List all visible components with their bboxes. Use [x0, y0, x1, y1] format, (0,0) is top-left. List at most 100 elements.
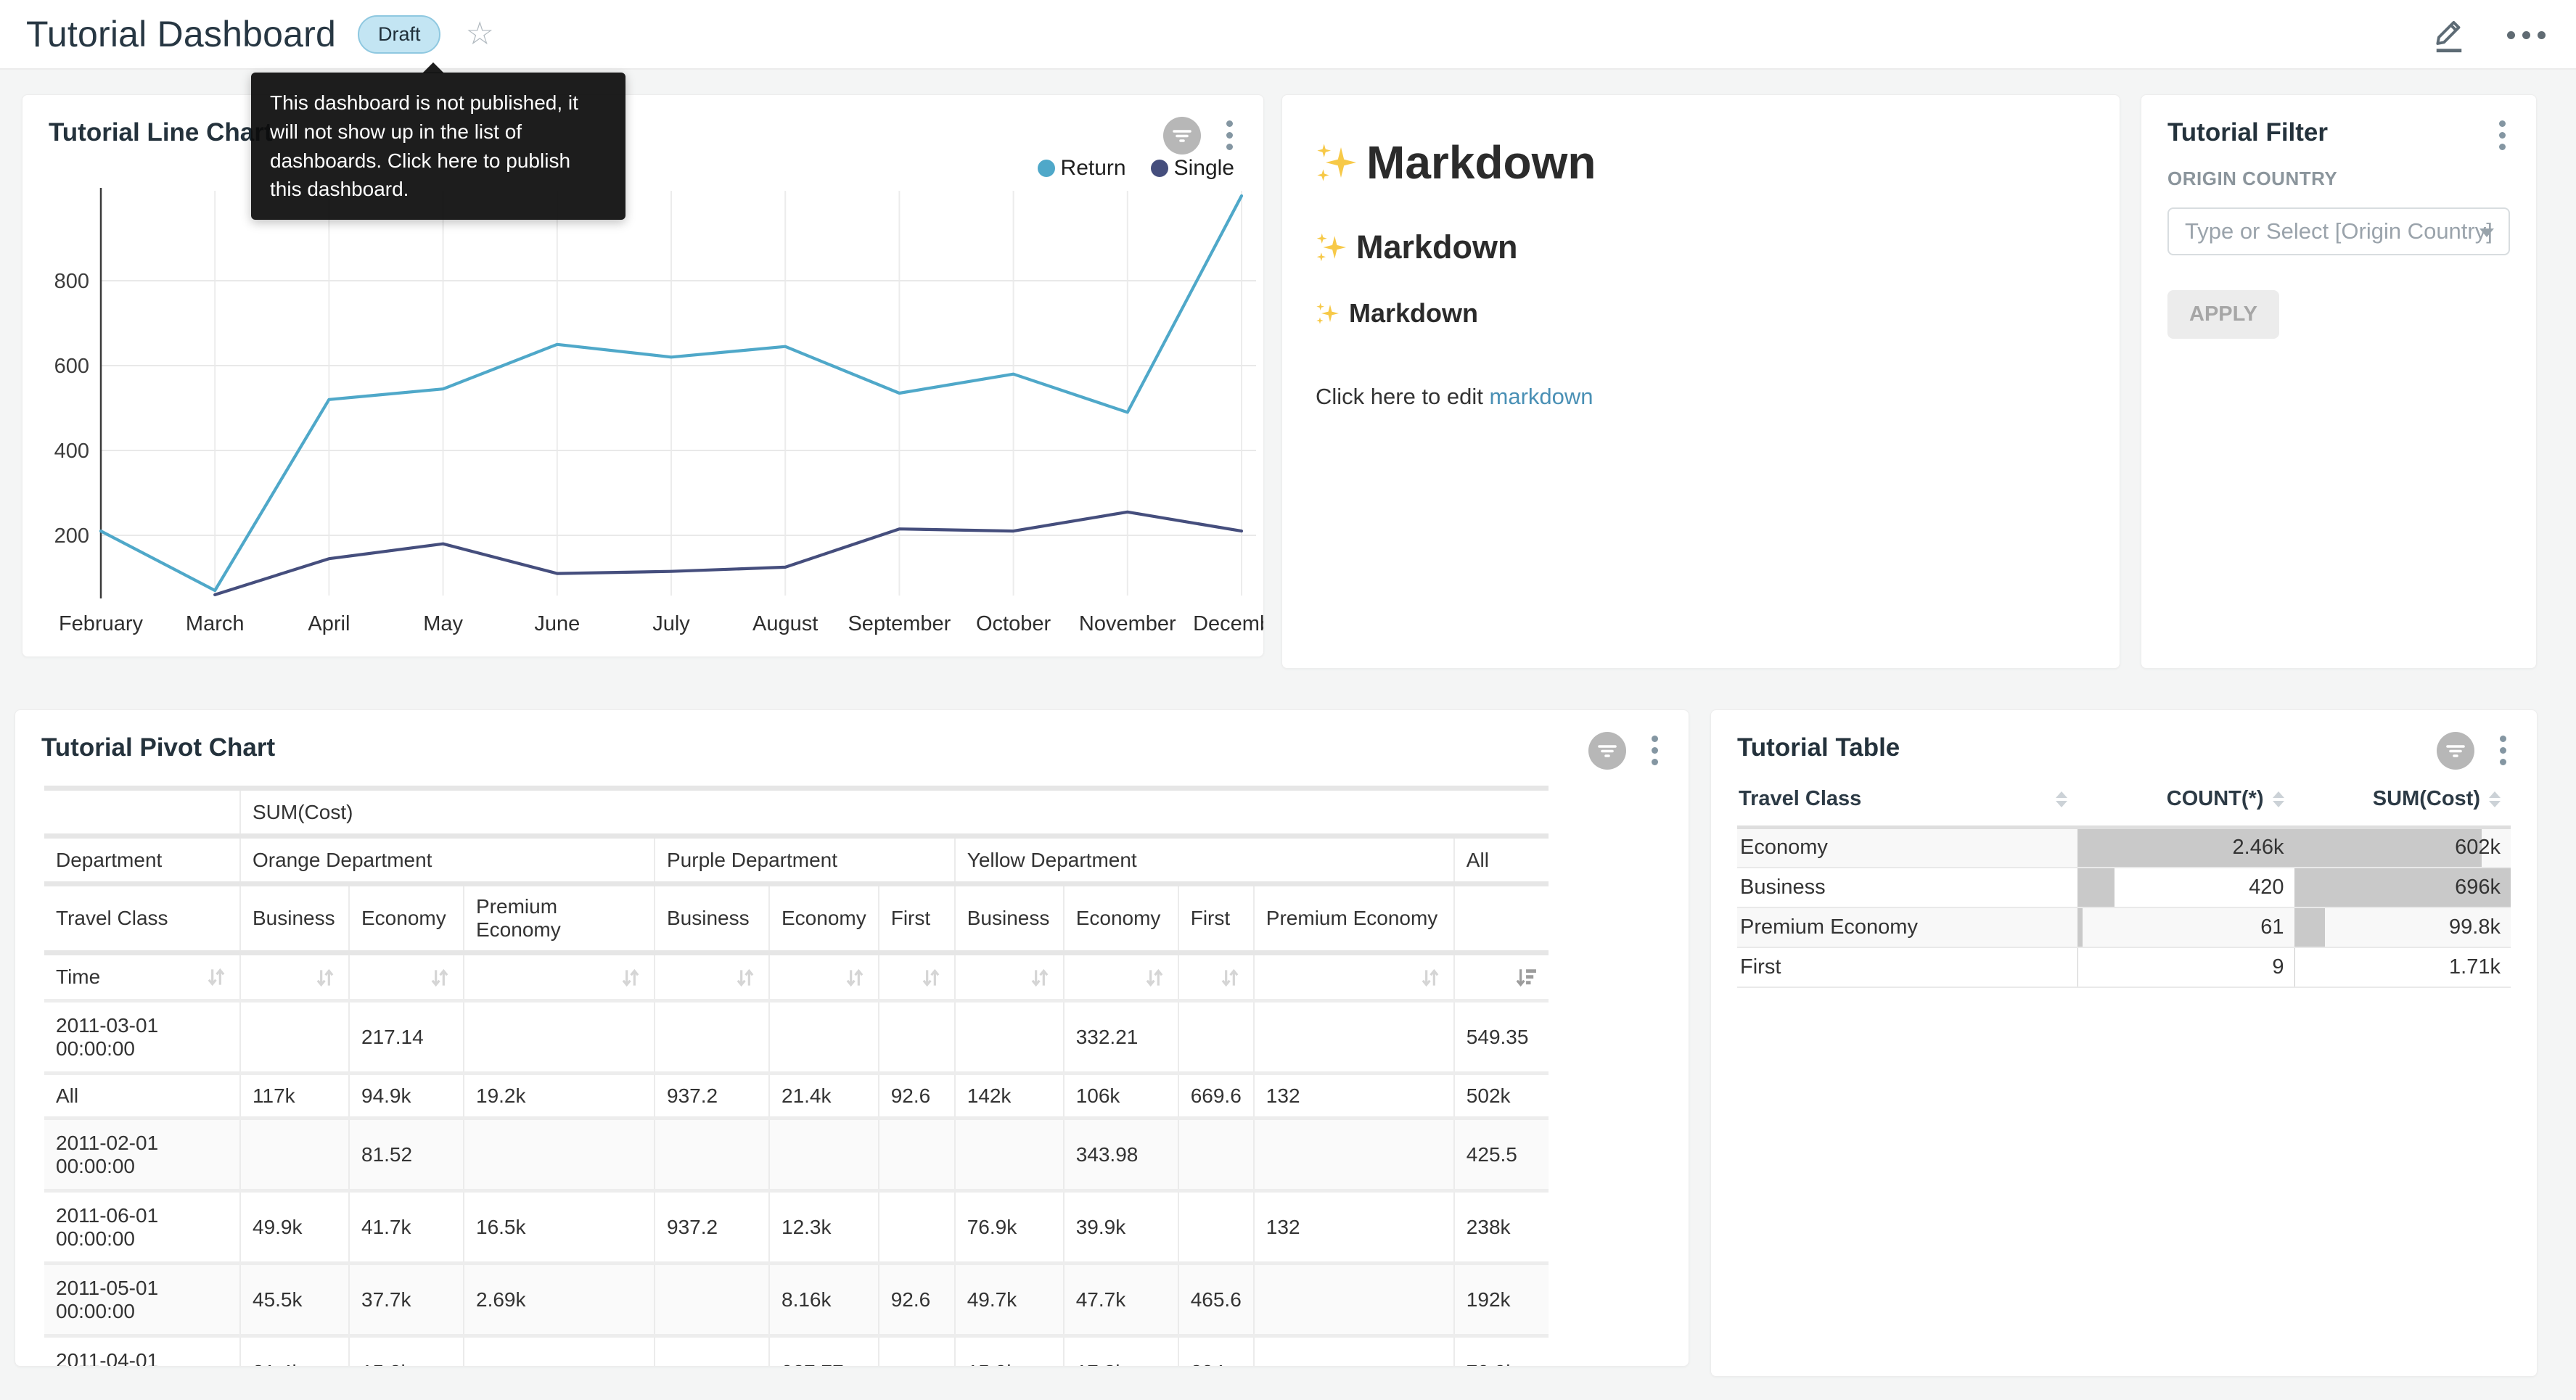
pivot-class-header: Business — [655, 884, 769, 953]
pivot-cell — [655, 1001, 769, 1074]
pivot-cell — [955, 1001, 1064, 1074]
apply-button[interactable]: APPLY — [2167, 290, 2279, 339]
pivot-cell: 15.9k — [955, 1336, 1064, 1367]
line-chart-panel: Tutorial Line Chart ReturnSingle 2004006… — [22, 94, 1264, 657]
svg-text:December: December — [1193, 612, 1263, 635]
pivot-sort-cell — [655, 953, 769, 1001]
pivot-cell — [769, 1001, 879, 1074]
sort-icon[interactable] — [2056, 791, 2067, 807]
sparkles-icon — [1316, 232, 1346, 263]
pivot-cell — [655, 1336, 769, 1367]
pivot-class-header: Economy — [769, 884, 879, 953]
count-bar — [2077, 908, 2083, 947]
pivot-cell — [655, 1119, 769, 1191]
svg-text:August: August — [752, 612, 818, 635]
pivot-col-header: Travel Class — [44, 884, 240, 953]
pivot-cell: 204 — [1178, 1336, 1254, 1367]
sort-icon[interactable] — [205, 965, 228, 989]
svg-text:800: 800 — [54, 270, 89, 293]
kebab-menu-icon[interactable] — [2494, 728, 2512, 773]
markdown-edit-link[interactable]: markdown — [1490, 384, 1593, 409]
sort-icon[interactable] — [734, 966, 757, 989]
pivot-group-header: Purple Department — [655, 836, 955, 884]
kebab-menu-icon[interactable] — [2493, 112, 2511, 158]
origin-country-select[interactable]: Type or Select [Origin Country] — [2167, 207, 2510, 255]
pivot-cell — [240, 1001, 349, 1074]
legend-item-single[interactable]: Single — [1151, 156, 1234, 181]
pivot-chart-panel: Tutorial Pivot Chart SUM(Cost)Department… — [15, 709, 1689, 1367]
sum-bar — [2294, 829, 2482, 867]
svg-text:400: 400 — [54, 440, 89, 463]
legend-item-return[interactable]: Return — [1038, 156, 1126, 181]
sort-icon[interactable] — [1143, 966, 1166, 989]
kebab-menu-icon[interactable] — [1646, 728, 1664, 773]
kebab-menu-icon[interactable] — [1221, 112, 1239, 158]
pivot-cell: 94.9k — [349, 1074, 464, 1119]
pivot-sort-cell — [955, 953, 1064, 1001]
edit-pencil-icon[interactable] — [2430, 13, 2468, 57]
pivot-class-header: Economy — [349, 884, 464, 953]
sum-bar — [2294, 908, 2326, 947]
pivot-cell — [464, 1336, 655, 1367]
svg-text:June: June — [534, 612, 580, 635]
legend-label: Single — [1174, 156, 1234, 181]
sort-icon[interactable] — [619, 966, 642, 989]
svg-text:November: November — [1079, 612, 1176, 635]
sort-icon[interactable] — [1419, 966, 1442, 989]
column-header-travel-class[interactable]: Travel Class — [1737, 780, 2077, 828]
sort-icon[interactable] — [313, 966, 337, 989]
svg-text:May: May — [423, 612, 463, 635]
sort-icon[interactable] — [2273, 791, 2284, 807]
pivot-sort-cell — [1064, 953, 1178, 1001]
pivot-all-cell: 192k — [1454, 1264, 1549, 1336]
sum-cell: 99.8k — [2294, 907, 2511, 947]
pivot-class-header: First — [879, 884, 955, 953]
table-panel: Tutorial Table Travel ClassCOUNT(*)SUM(C… — [1710, 709, 2538, 1377]
pivot-cell: 106k — [1064, 1074, 1178, 1119]
pivot-class-header: Premium Economy — [1254, 884, 1454, 953]
pivot-cell: 47.7k — [1064, 1264, 1178, 1336]
draft-status-badge[interactable]: Draft — [358, 15, 441, 54]
pivot-row: 2011-04-01 00:00:0021.4k15.2k927.7715.9k… — [44, 1336, 1549, 1367]
sum-cell: 602k — [2294, 828, 2511, 868]
count-cell: 9 — [2077, 947, 2294, 987]
more-options-ellipsis-icon[interactable] — [2503, 27, 2550, 44]
sort-desc-icon[interactable] — [1514, 966, 1537, 989]
count-cell: 61 — [2077, 907, 2294, 947]
pivot-group-header: Orange Department — [240, 836, 655, 884]
sort-icon[interactable] — [919, 966, 943, 989]
filter-indicator-icon[interactable] — [1588, 731, 1627, 770]
travel-class-cell: Economy — [1737, 828, 2077, 868]
svg-text:April: April — [308, 612, 350, 635]
sparkles-icon — [1316, 302, 1339, 325]
sort-icon[interactable] — [1218, 966, 1242, 989]
pivot-all-cell: 238k — [1454, 1191, 1549, 1264]
filter-indicator-icon[interactable] — [2436, 731, 2475, 770]
pivot-cell: 132 — [1254, 1074, 1454, 1119]
pivot-cell — [655, 1264, 769, 1336]
sort-icon[interactable] — [428, 966, 451, 989]
draft-tooltip: This dashboard is not published, it will… — [251, 73, 625, 220]
pivot-corner — [44, 788, 240, 836]
pivot-row: 2011-05-01 00:00:0045.5k37.7k2.69k8.16k9… — [44, 1264, 1549, 1336]
sort-icon[interactable] — [2489, 791, 2501, 807]
pivot-class-header: Business — [955, 884, 1064, 953]
markdown-panel: Markdown Markdown Markdown Click here to… — [1281, 94, 2120, 669]
pivot-cell: 76.9k — [955, 1191, 1064, 1264]
column-header-sum-cost[interactable]: SUM(Cost) — [2294, 780, 2511, 828]
sort-icon[interactable] — [843, 966, 866, 989]
sort-icon[interactable] — [1028, 966, 1051, 989]
pivot-travel-class-row: Travel ClassBusinessEconomyPremium Econo… — [44, 884, 1549, 953]
table-row: Premium Economy6199.8k — [1737, 907, 2511, 947]
filter-panel-title: Tutorial Filter — [2167, 118, 2328, 147]
filter-indicator-icon[interactable] — [1162, 116, 1202, 155]
tooltip-text: This dashboard is not published, it will… — [270, 91, 578, 200]
pivot-sort-cell — [1178, 953, 1254, 1001]
favorite-star-icon[interactable]: ☆ — [465, 18, 493, 50]
travel-class-cell: Business — [1737, 868, 2077, 907]
sum-cell: 696k — [2294, 868, 2511, 907]
column-header-count[interactable]: COUNT(*) — [2077, 780, 2294, 828]
pivot-department-row: DepartmentOrange DepartmentPurple Depart… — [44, 836, 1549, 884]
pivot-cell: 92.6 — [879, 1074, 955, 1119]
pivot-all-cell: 502k — [1454, 1074, 1549, 1119]
